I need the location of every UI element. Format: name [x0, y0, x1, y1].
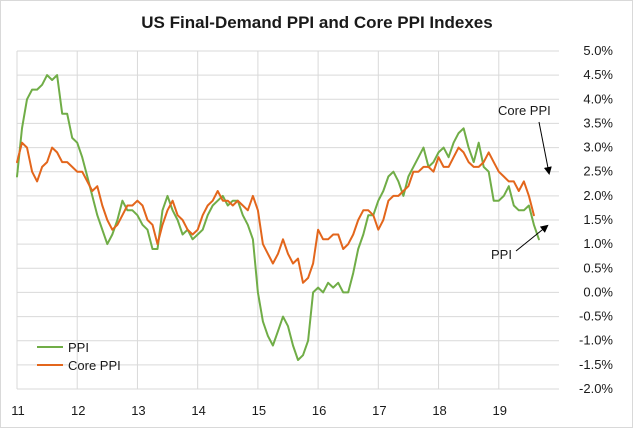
y-tick-label: -1.0% — [579, 333, 613, 348]
y-tick-label: 4.5% — [583, 67, 613, 82]
x-tick-label: 19 — [493, 403, 507, 418]
y-tick-label: 1.0% — [583, 236, 613, 251]
legend-label-core-ppi: Core PPI — [68, 358, 121, 373]
annotation-ppi-arrow — [515, 224, 549, 252]
y-tick-label: 2.5% — [583, 164, 613, 179]
x-tick-label: 12 — [71, 403, 85, 418]
annotation-core-ppi-arrow — [538, 121, 552, 175]
y-tick-label: -1.5% — [579, 357, 613, 372]
x-tick-label: 15 — [252, 403, 266, 418]
x-axis-ticks: 11 12 13 14 15 16 17 18 19 — [11, 403, 507, 418]
y-tick-label: -2.0% — [579, 381, 613, 396]
y-tick-label: 3.5% — [583, 115, 613, 130]
y-tick-label: 5.0% — [583, 43, 613, 58]
y-tick-label: 0.5% — [583, 260, 613, 275]
x-tick-label: 17 — [372, 403, 386, 418]
y-tick-label: 4.0% — [583, 91, 613, 106]
x-tick-label: 18 — [432, 403, 446, 418]
annotation-ppi: PPI — [491, 247, 512, 262]
y-axis-ticks: 5.0% 4.5% 4.0% 3.5% 3.0% 2.5% 2.0% 1.5% 1.0% 0.5%… — [579, 43, 613, 396]
y-tick-label: 2.0% — [583, 188, 613, 203]
annotation-core-ppi: Core PPI — [498, 103, 551, 118]
x-tick-label: 11 — [11, 403, 25, 418]
x-tick-label: 13 — [131, 403, 145, 418]
series-lines — [16, 74, 540, 361]
x-tick-label: 14 — [191, 403, 205, 418]
y-tick-label: 3.0% — [583, 140, 613, 155]
legend-label-ppi: PPI — [68, 340, 89, 355]
series-line-core-ppi — [16, 141, 535, 284]
x-tick-label: 16 — [312, 403, 326, 418]
y-tick-label: 1.5% — [583, 212, 613, 227]
series-line-ppi — [16, 74, 540, 361]
y-tick-label: 0.0% — [583, 284, 613, 299]
y-tick-label: -0.5% — [579, 309, 613, 324]
chart-title: US Final-Demand PPI and Core PPI Indexes — [141, 13, 492, 32]
annotations: Core PPI PPI — [491, 103, 552, 262]
gridlines — [16, 50, 559, 390]
legend: PPI Core PPI — [37, 340, 121, 373]
